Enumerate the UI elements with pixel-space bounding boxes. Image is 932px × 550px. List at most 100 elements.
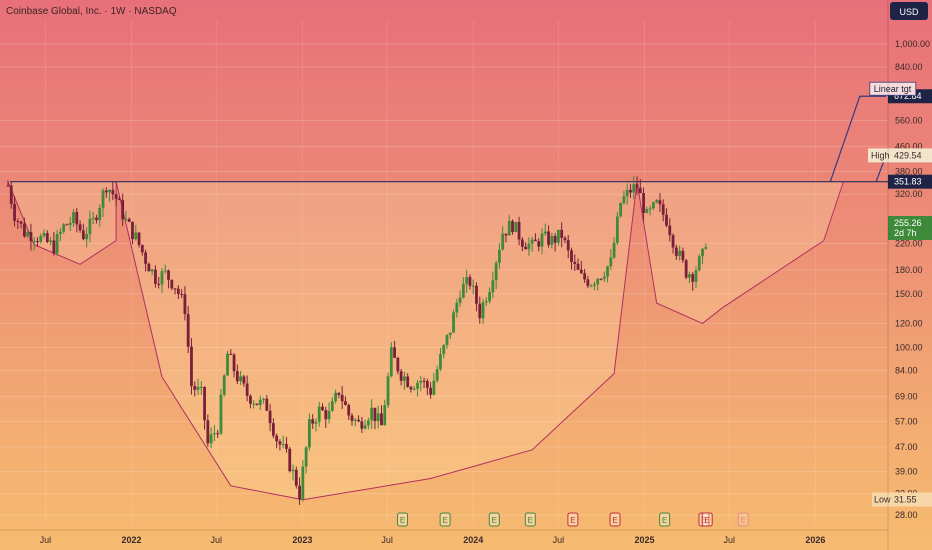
candle-body — [226, 353, 229, 376]
candle — [674, 244, 678, 260]
earnings-marker-box — [659, 512, 671, 527]
y-tick-label: 28.00 — [895, 510, 918, 520]
candle — [219, 388, 223, 435]
candle-body — [304, 447, 308, 467]
last-price-bg — [888, 215, 932, 240]
candle — [697, 254, 701, 272]
earnings-marker-symbol: E — [741, 516, 746, 525]
candle-body — [255, 403, 259, 405]
candle — [344, 396, 347, 406]
pattern-line-right-handle — [636, 181, 844, 325]
candle-body — [389, 347, 393, 377]
earnings-marker-box — [567, 512, 579, 527]
candle-body — [39, 236, 43, 242]
earnings-marker: E — [488, 512, 500, 527]
low-label-text: Low — [874, 495, 891, 505]
candle-body — [271, 423, 275, 436]
candle — [157, 277, 161, 289]
candle — [134, 225, 138, 241]
candle — [121, 193, 125, 227]
candle-body — [501, 233, 505, 250]
candle-body — [268, 410, 272, 424]
candle-body — [432, 380, 436, 395]
candle-body — [439, 354, 442, 370]
candle-body — [570, 250, 573, 262]
candle-body — [684, 260, 688, 278]
candle-body — [242, 376, 246, 384]
candle-body — [668, 225, 672, 236]
candle — [340, 386, 344, 409]
candle-body — [340, 394, 344, 402]
candle-body — [154, 269, 157, 284]
candle-body — [599, 278, 603, 280]
candle-body — [91, 217, 95, 219]
candle — [278, 439, 282, 451]
candle-body — [373, 407, 377, 422]
candle-body — [314, 421, 318, 424]
candle-body — [121, 199, 125, 220]
x-tick-label: Jul — [211, 535, 223, 545]
candle-body — [363, 425, 367, 429]
candle-body — [196, 386, 200, 390]
candle-body — [514, 221, 518, 232]
candle — [36, 237, 39, 247]
candle — [91, 211, 95, 225]
candle — [478, 296, 482, 324]
earnings-marker-box — [609, 512, 621, 527]
candle-body — [534, 239, 537, 242]
candle — [556, 229, 560, 246]
candle-body — [108, 189, 111, 193]
candle-body — [52, 240, 56, 254]
candle — [203, 386, 206, 430]
candle-body — [494, 262, 498, 281]
candle — [615, 211, 619, 246]
y-tick-label: 180.00 — [895, 265, 923, 275]
candle — [560, 222, 564, 248]
candle-body — [419, 380, 423, 383]
candle — [186, 305, 190, 354]
candle-body — [360, 421, 364, 429]
candle-body — [49, 240, 52, 242]
candle-body — [98, 207, 102, 221]
candle — [471, 279, 475, 295]
candle-body — [386, 376, 390, 406]
resistance-price-bg — [888, 174, 932, 189]
x-tick-label: 2023 — [292, 535, 312, 545]
candle-body — [324, 410, 328, 420]
candle-body — [36, 241, 39, 243]
candle-body — [406, 376, 410, 387]
candle — [357, 415, 360, 423]
candle — [258, 395, 262, 411]
candle-body — [22, 223, 26, 237]
candle — [593, 281, 596, 291]
candle — [308, 413, 311, 451]
candle-body — [75, 212, 79, 225]
candle — [212, 425, 216, 442]
candle — [81, 223, 85, 241]
candle — [504, 233, 508, 243]
candle-body — [311, 419, 315, 424]
earnings-marker: E — [567, 512, 579, 527]
candle — [363, 419, 367, 430]
candle-body — [206, 420, 210, 444]
candle-body — [291, 469, 295, 472]
candle — [655, 199, 659, 204]
candle-body — [563, 237, 567, 241]
candle-body — [140, 245, 144, 253]
candle — [291, 464, 295, 481]
linear-target-label-bg — [869, 81, 917, 96]
candle-body — [350, 415, 354, 421]
x-tick-label: Jul — [381, 535, 393, 545]
candle — [350, 413, 354, 426]
candle — [370, 399, 374, 429]
candle-body — [104, 190, 108, 193]
candle — [422, 377, 426, 389]
candle-body — [688, 274, 691, 278]
candle — [688, 271, 691, 284]
candle-body — [344, 401, 347, 405]
candle — [645, 206, 649, 214]
candle-body — [475, 285, 478, 304]
candle-body — [704, 247, 708, 249]
candle — [154, 265, 157, 288]
